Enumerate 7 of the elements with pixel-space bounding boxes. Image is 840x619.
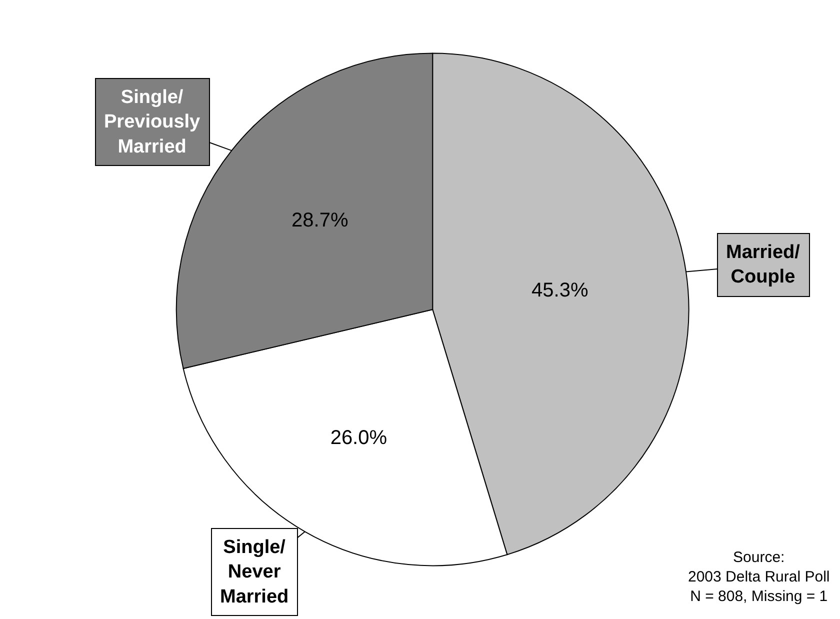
slice-label: Married/ Couple [726, 242, 801, 288]
data-label: 28.7% [292, 209, 348, 232]
slice-label: Single/ Never Married [220, 537, 289, 608]
data-label: 45.3% [532, 280, 588, 302]
data-label: 26.0% [330, 426, 388, 449]
source-note: Source: 2003 Delta Rural Poll N = 808, Missing = 1 [688, 549, 830, 605]
slice-label: Single/ Previously Married [104, 87, 201, 158]
